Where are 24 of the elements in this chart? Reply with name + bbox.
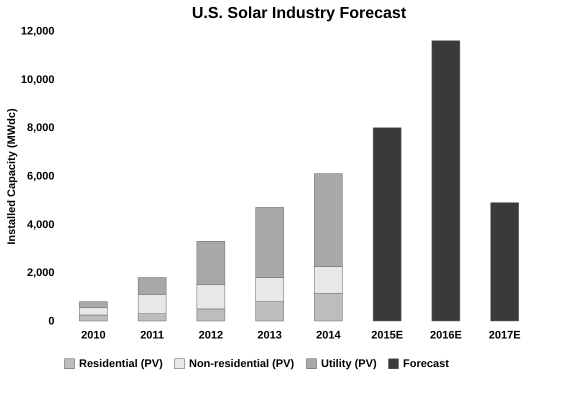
y-tick-label: 6,000 <box>26 170 54 182</box>
x-tick-label: 2014 <box>316 330 342 342</box>
legend-label: Non-residential (PV) <box>189 358 294 370</box>
y-tick-label: 0 <box>48 316 54 328</box>
bar <box>372 127 402 322</box>
legend-label: Forecast <box>403 358 450 370</box>
y-tick-label: 10,000 <box>20 74 54 86</box>
bar <box>432 40 460 322</box>
legend-label: Residential (PV) <box>79 358 164 370</box>
y-tick-label: 8,000 <box>26 122 54 134</box>
x-tick-label: 2013 <box>257 330 282 342</box>
x-tick-label: 2016E <box>430 330 462 342</box>
y-axis-title: Installed Capacity (MWdc) <box>6 108 18 245</box>
y-tick-label: 2,000 <box>26 267 54 280</box>
legend-label: Utility (PV) <box>321 358 377 370</box>
x-tick-label: 2010 <box>81 330 106 342</box>
x-tick-label: 2017E <box>488 330 521 342</box>
y-tick-label: 12,000 <box>20 26 54 38</box>
x-tick-label: 2011 <box>140 330 164 342</box>
x-tick-label: 2015E <box>371 330 404 342</box>
y-tick-label: 4,000 <box>26 218 54 231</box>
bar <box>490 202 519 322</box>
x-tick-label: 2012 <box>198 330 224 342</box>
chart-title: U.S. Solar Industry Forecast <box>192 5 407 22</box>
